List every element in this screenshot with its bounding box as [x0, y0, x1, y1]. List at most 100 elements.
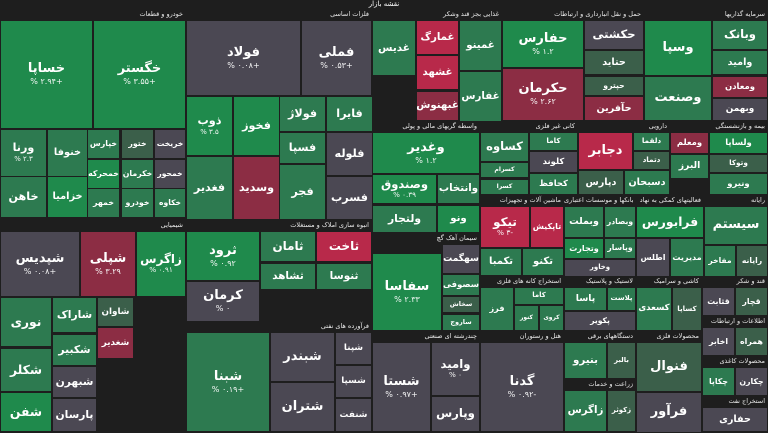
- stock-tile[interactable]: شاراک: [52, 297, 97, 333]
- stock-tile[interactable]: ذوب% ۳.۵: [186, 96, 233, 156]
- stock-tile[interactable]: شسپا: [335, 365, 372, 398]
- stock-tile[interactable]: دجابر: [578, 132, 633, 170]
- stock-tile[interactable]: دلقما: [633, 132, 670, 151]
- stock-tile[interactable]: فخوز: [233, 96, 280, 156]
- stock-tile[interactable]: شپلی% ۳.۲۹: [80, 231, 136, 297]
- stock-tile[interactable]: ثامان: [260, 231, 316, 262]
- stock-tile[interactable]: وسدید: [233, 156, 280, 220]
- stock-tile[interactable]: کاما: [529, 132, 578, 151]
- stock-tile[interactable]: شکلر: [0, 348, 52, 392]
- stock-tile[interactable]: نوری: [0, 297, 52, 347]
- stock-tile[interactable]: فولاد% ۰.۰۸+: [186, 20, 301, 96]
- stock-tile[interactable]: تیکو% ۳-: [480, 206, 530, 248]
- stock-tile[interactable]: خگستر% ۳.۵۵+: [93, 20, 186, 129]
- stock-tile[interactable]: شفن: [0, 392, 52, 432]
- stock-tile[interactable]: اطلس: [636, 238, 670, 277]
- stock-tile[interactable]: فایرا: [326, 96, 373, 132]
- stock-tile[interactable]: خمحرکه: [87, 159, 120, 189]
- stock-tile[interactable]: وانتخاب: [437, 174, 480, 204]
- stock-tile[interactable]: تکنو: [522, 248, 564, 276]
- stock-tile[interactable]: کسعدی: [636, 287, 672, 331]
- stock-tile[interactable]: خساپا% ۲.۹۴+: [0, 20, 93, 129]
- stock-tile[interactable]: قچار: [735, 287, 768, 316]
- stock-tile[interactable]: پاسا: [564, 287, 607, 311]
- stock-tile[interactable]: پارسان: [52, 398, 97, 432]
- stock-tile[interactable]: همراه: [735, 327, 768, 356]
- stock-tile[interactable]: خکاوه: [154, 188, 186, 218]
- stock-tile[interactable]: زاگرس% ۰.۹۱: [136, 231, 186, 297]
- stock-tile[interactable]: وپارس: [431, 396, 480, 432]
- stock-tile[interactable]: خکرمان: [121, 159, 154, 189]
- stock-tile[interactable]: غشهد: [416, 55, 459, 90]
- stock-tile[interactable]: ولتجار: [372, 205, 437, 233]
- stock-tile[interactable]: کرمان% ۰: [186, 281, 260, 322]
- stock-tile[interactable]: کنور: [514, 305, 539, 331]
- stock-tile[interactable]: کحافظ: [529, 173, 578, 195]
- stock-tile[interactable]: ومعلم: [670, 132, 709, 154]
- stock-tile[interactable]: شاوان: [97, 297, 134, 327]
- stock-tile[interactable]: قثابت: [702, 287, 735, 316]
- stock-tile[interactable]: وامید% ۰: [431, 342, 480, 396]
- stock-tile[interactable]: زکوثر: [607, 390, 636, 432]
- stock-tile[interactable]: سصوفی: [442, 274, 480, 296]
- stock-tile[interactable]: شتران: [270, 382, 335, 432]
- stock-tile[interactable]: خپارس: [87, 129, 120, 159]
- stock-tile[interactable]: شستا% ۰.۹۷+: [372, 342, 431, 432]
- stock-tile[interactable]: شپدیس% ۰.۰۸+: [0, 231, 80, 297]
- stock-tile[interactable]: وسپا: [644, 20, 712, 76]
- stock-tile[interactable]: کسرام: [480, 162, 529, 178]
- stock-tile[interactable]: فرآور: [636, 392, 702, 433]
- stock-tile[interactable]: کساوه: [480, 132, 529, 162]
- stock-tile[interactable]: حکرمان% ۲.۶۲: [502, 68, 584, 121]
- stock-tile[interactable]: وغدیر% ۱.۲: [372, 132, 480, 174]
- stock-tile[interactable]: پکویر: [564, 311, 636, 331]
- stock-tile[interactable]: وبانک: [712, 20, 768, 50]
- stock-tile[interactable]: حکشتی: [584, 20, 644, 50]
- stock-tile[interactable]: تکمبا: [480, 248, 522, 276]
- stock-tile[interactable]: ثرود% ۰.۹۲: [186, 231, 260, 281]
- stock-tile[interactable]: خمحور: [154, 159, 186, 189]
- stock-tile[interactable]: ثاخت: [316, 231, 372, 262]
- stock-tile[interactable]: وبهمن: [712, 98, 768, 121]
- stock-tile[interactable]: وتجارت: [564, 238, 604, 259]
- stock-tile[interactable]: فنوال: [636, 342, 702, 392]
- stock-tile[interactable]: خودرو: [121, 188, 154, 218]
- stock-tile[interactable]: وصندوق% ۰.۳۹: [372, 174, 437, 204]
- stock-tile[interactable]: وپاسار: [604, 238, 636, 259]
- stock-tile[interactable]: غمارگ: [416, 20, 459, 55]
- stock-tile[interactable]: فلوله: [326, 132, 373, 176]
- stock-tile[interactable]: غدیس: [372, 20, 416, 76]
- stock-tile[interactable]: غمینو: [459, 20, 502, 71]
- stock-tile[interactable]: زاگرس: [564, 390, 607, 432]
- stock-tile[interactable]: کساپا: [672, 287, 702, 331]
- stock-tile[interactable]: ونو: [437, 205, 480, 233]
- stock-tile[interactable]: چکاپا: [702, 367, 735, 396]
- stock-tile[interactable]: ختور: [121, 129, 154, 159]
- stock-tile[interactable]: شکبیر: [52, 334, 97, 366]
- stock-tile[interactable]: خزامیا: [47, 176, 88, 218]
- stock-tile[interactable]: غفارس: [459, 71, 502, 122]
- stock-tile[interactable]: مفاخر: [704, 245, 736, 277]
- stock-tile[interactable]: شنفت: [335, 398, 372, 432]
- stock-tile[interactable]: فملی% ۰.۵۳+: [301, 20, 372, 96]
- stock-tile[interactable]: سفاسا% ۲.۳۳: [372, 253, 442, 331]
- stock-tile[interactable]: کسرا: [480, 179, 529, 195]
- stock-tile[interactable]: خریخت: [154, 129, 186, 159]
- stock-tile[interactable]: بالبر: [607, 342, 636, 379]
- stock-tile[interactable]: سخاش: [442, 296, 480, 313]
- stock-tile[interactable]: شبنا% ۰.۱۹+: [186, 332, 270, 432]
- stock-tile[interactable]: فسپا: [279, 132, 326, 164]
- stock-tile[interactable]: رایانه: [736, 245, 768, 277]
- stock-tile[interactable]: فرابورس: [636, 206, 704, 238]
- stock-tile[interactable]: وخاور: [564, 259, 636, 277]
- stock-tile[interactable]: خاهن: [0, 176, 47, 218]
- stock-tile[interactable]: شبهرن: [52, 366, 97, 398]
- stock-tile[interactable]: وامید: [712, 50, 768, 75]
- stock-tile[interactable]: شبندر: [270, 332, 335, 382]
- stock-tile[interactable]: سهگمت: [442, 244, 480, 274]
- stock-tile[interactable]: وصنعت: [644, 76, 712, 121]
- stock-tile[interactable]: حپترو: [584, 76, 644, 96]
- stock-tile[interactable]: حتاید: [584, 50, 644, 75]
- stock-tile[interactable]: فغدیر: [186, 156, 233, 220]
- stock-tile[interactable]: خنوفا: [47, 129, 88, 177]
